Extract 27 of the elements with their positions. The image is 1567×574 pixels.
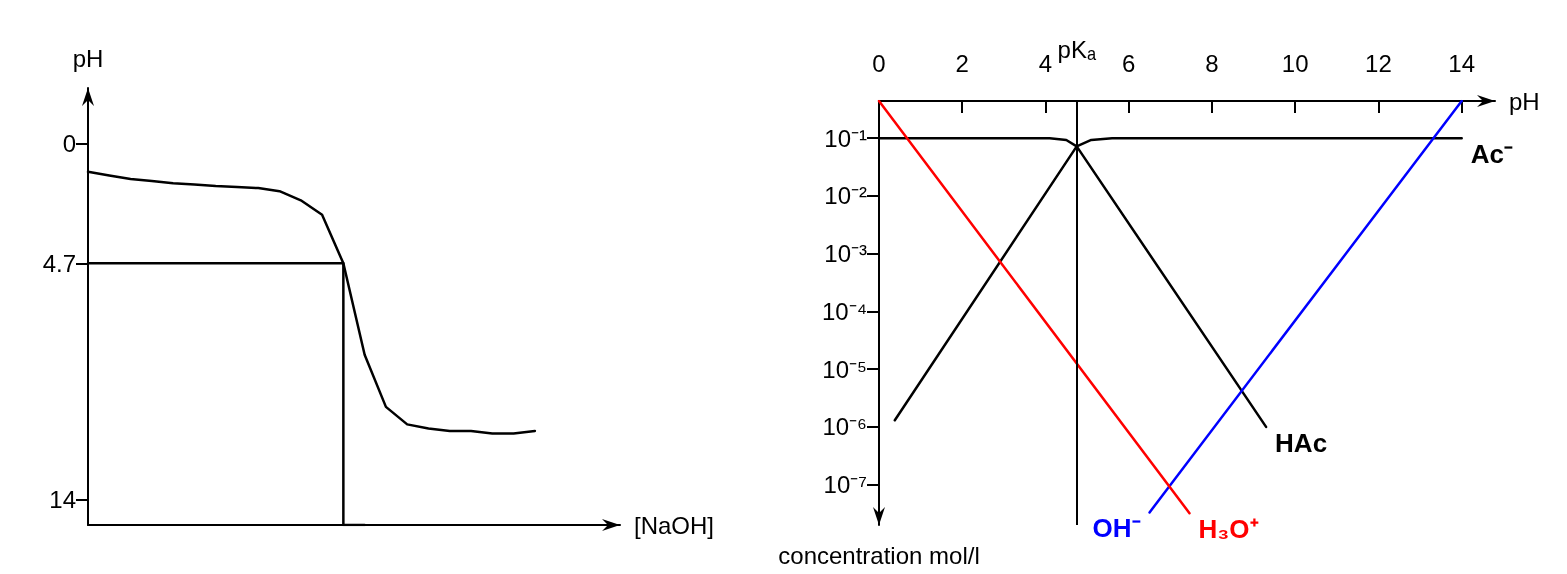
ref-line-label: pKₐ	[1057, 35, 1097, 63]
x-tick-label: 4	[1038, 49, 1053, 77]
x-tick-label: 14	[1448, 49, 1476, 77]
y-axis-title: concentration mol/l	[778, 541, 980, 569]
y-tick-label: 10⁻⁶	[822, 413, 867, 441]
y-tick-label: 10⁻⁵	[822, 355, 867, 383]
series-label: OH⁻	[1092, 513, 1141, 544]
y-tick-label: 14	[49, 486, 76, 514]
y-tick-label: 0	[62, 130, 76, 158]
x-tick-label: 0	[872, 49, 886, 77]
x-tick-label: 8	[1205, 49, 1219, 77]
x-tick-label: 2	[955, 49, 969, 77]
x-tick-label: 10	[1281, 49, 1309, 77]
y-tick-label: 10⁻⁷	[823, 471, 867, 499]
y-tick-label: 4.7	[42, 249, 76, 277]
y-axis-title: pH	[72, 44, 104, 72]
y-tick-label: 10⁻⁴	[821, 297, 867, 325]
series-label: HAc	[1275, 427, 1328, 458]
x-axis-title: [NaOH]	[634, 511, 715, 539]
x-axis-title: pH	[1509, 87, 1540, 115]
series-label: H₃O⁺	[1198, 514, 1259, 545]
x-tick-label: 6	[1122, 49, 1136, 77]
y-tick-label: 10⁻²	[824, 182, 868, 210]
y-tick-label: 10⁻³	[824, 240, 868, 268]
y-tick-label: 10⁻¹	[824, 124, 868, 152]
x-tick-label: 12	[1365, 49, 1392, 77]
series-label: Ac⁻	[1470, 139, 1513, 170]
